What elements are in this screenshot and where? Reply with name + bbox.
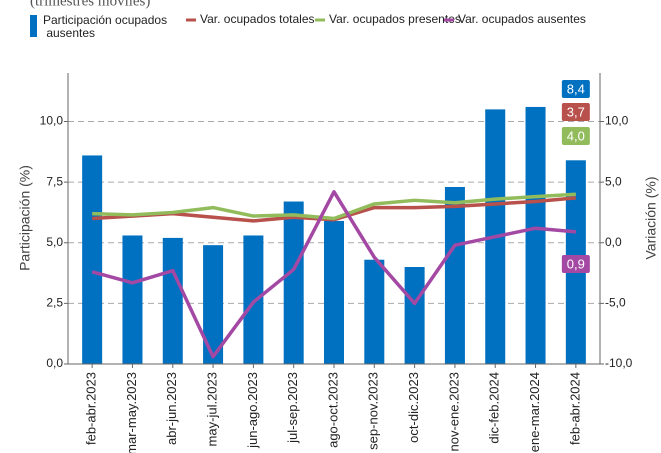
bar xyxy=(203,245,224,364)
y-tick-label: 0,0 xyxy=(46,356,63,370)
x-tick-label: feb-abr.2023 xyxy=(84,372,99,445)
x-tick-label: jun-ago.2023 xyxy=(245,372,260,449)
line xyxy=(91,190,577,359)
y-tick-label: 7,5 xyxy=(46,174,63,188)
x-tick-label: mar-may.2023 xyxy=(124,372,139,453)
bar xyxy=(324,220,344,364)
subtitle: (trimestres móviles) xyxy=(30,0,150,9)
legend-label: Var. ocupados totales xyxy=(200,12,315,26)
x-tick-label: ago-oct.2023 xyxy=(325,372,340,448)
y2-tick-label: 10,0 xyxy=(605,114,629,128)
x-tick-label: dic-feb.2024 xyxy=(487,372,502,444)
y-tick-label: 2,5 xyxy=(46,296,63,310)
bar xyxy=(243,235,264,364)
x-tick-label: jul-sep.2023 xyxy=(285,372,300,444)
x-tick-label: feb-abr.2024 xyxy=(567,372,582,445)
y2-tick-label: -5,0 xyxy=(605,296,626,310)
legend-label: Var. ocupados presentes xyxy=(329,12,461,26)
legend-label: Var. ocupados ausentes xyxy=(458,12,586,26)
x-tick-label: ene-mar.2024 xyxy=(527,372,542,452)
y2-axis-label: Variación (%) xyxy=(643,177,659,260)
x-tick-label: abr-jun.2023 xyxy=(164,372,179,445)
y-tick-label: 10,0 xyxy=(40,114,64,128)
x-tick-label: oct-dic.2023 xyxy=(406,372,421,443)
legend-swatch xyxy=(30,15,37,37)
legend-label: Participación ocupados ausentes xyxy=(43,13,167,40)
x-tick-label: may-jul.2023 xyxy=(205,372,220,446)
line xyxy=(92,192,576,221)
value-label-box xyxy=(561,103,590,121)
bar xyxy=(82,155,103,364)
y-axis-label: Participación (%) xyxy=(17,165,33,271)
y2-tick-label: -10,0 xyxy=(605,356,633,370)
value-label: 8,4 xyxy=(567,81,585,96)
value-label: 3,7 xyxy=(567,104,585,119)
bar xyxy=(404,267,425,364)
bar xyxy=(525,106,546,364)
value-label-box xyxy=(561,127,590,145)
value-label-box xyxy=(561,255,590,273)
value-label: 0,9 xyxy=(567,256,585,271)
legend: Participación ocupados ausentes Var. ocup… xyxy=(30,12,586,40)
value-label-box xyxy=(561,80,590,98)
bar xyxy=(162,237,183,364)
x-tick-label: sep-nov.2023 xyxy=(366,372,381,450)
y2-tick-label: 0,0 xyxy=(605,235,622,249)
bar xyxy=(444,186,465,364)
bar xyxy=(122,235,143,364)
bar xyxy=(283,201,304,364)
bar xyxy=(364,259,385,364)
y2-tick-label: 5,0 xyxy=(605,174,622,188)
x-tick-label: nov-ene.2023 xyxy=(446,372,461,452)
y-tick-label: 5,0 xyxy=(46,235,63,249)
value-label: 4,0 xyxy=(567,128,585,143)
